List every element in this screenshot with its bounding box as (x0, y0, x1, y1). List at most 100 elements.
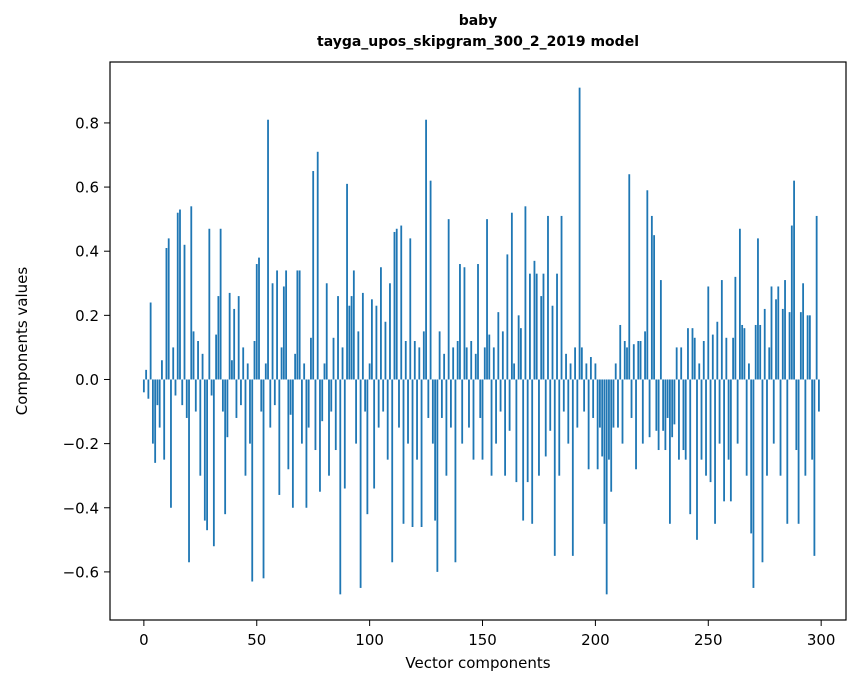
bar (662, 379, 665, 431)
y-tick-label: −0.6 (63, 563, 99, 581)
bar (617, 379, 619, 428)
bar (366, 379, 369, 515)
bar (352, 270, 355, 380)
bar (675, 347, 678, 380)
bar (644, 331, 646, 380)
bar (429, 180, 432, 380)
bar (639, 341, 642, 380)
bar (323, 363, 326, 380)
bar (533, 260, 536, 380)
bar (741, 324, 744, 380)
bar (547, 215, 549, 380)
bar (540, 296, 543, 380)
bar (436, 379, 439, 572)
bar (766, 379, 768, 476)
bar (190, 206, 193, 380)
bar (246, 363, 249, 380)
bar (321, 379, 324, 422)
bar (705, 379, 707, 476)
bar (657, 379, 660, 451)
bar (188, 379, 190, 563)
bar (454, 379, 457, 563)
bar (610, 379, 613, 492)
bar (260, 379, 263, 412)
bar (393, 231, 396, 380)
bar (221, 379, 224, 412)
bar (470, 341, 473, 380)
bar (348, 305, 351, 380)
bar (770, 286, 773, 380)
bar (434, 379, 437, 521)
bar (553, 379, 556, 556)
bar (413, 341, 416, 380)
bar (486, 219, 488, 380)
y-tick-label: 0.6 (75, 179, 99, 197)
bar (535, 273, 538, 380)
bar (698, 363, 701, 380)
bar (558, 379, 561, 476)
bar (289, 379, 292, 415)
bar (490, 379, 493, 476)
bar (339, 379, 342, 595)
bar (589, 357, 592, 380)
bar (298, 270, 301, 380)
bar (391, 379, 394, 563)
bar (316, 151, 319, 380)
bar (592, 379, 595, 418)
bar (389, 283, 391, 380)
y-tick-label: 0.4 (75, 243, 99, 261)
bar (526, 379, 529, 483)
bar (714, 379, 716, 524)
bar (556, 273, 558, 380)
bar (483, 347, 486, 380)
bar (156, 379, 159, 406)
bar (750, 379, 753, 534)
x-tick-label: 250 (694, 631, 723, 649)
bar (646, 190, 649, 380)
bar (691, 328, 694, 380)
bar (301, 379, 303, 444)
bar (707, 286, 710, 380)
bar (402, 379, 405, 524)
bar (271, 283, 274, 380)
bar (463, 267, 466, 380)
bar (488, 334, 491, 380)
bar (183, 244, 186, 380)
bar (386, 379, 389, 460)
bar (370, 299, 373, 380)
bar (752, 379, 755, 588)
bar (328, 379, 330, 476)
bar (273, 379, 276, 406)
bar (210, 379, 213, 396)
bar (580, 347, 583, 380)
bar (748, 363, 750, 380)
bar (422, 331, 425, 380)
bar (531, 379, 534, 524)
bar (723, 379, 725, 502)
bar (709, 379, 712, 483)
bar (529, 273, 531, 380)
bar (294, 353, 297, 380)
bar (314, 379, 317, 451)
bar (380, 267, 382, 380)
bar (761, 379, 764, 563)
bar (734, 276, 737, 380)
bar (818, 379, 820, 412)
bar (249, 379, 251, 444)
bar (549, 379, 552, 431)
bar (264, 363, 267, 380)
bar (407, 379, 409, 444)
bar (208, 228, 211, 380)
x-tick-label: 50 (247, 631, 266, 649)
bar (519, 328, 522, 380)
bar (793, 180, 795, 380)
bar (425, 119, 427, 380)
bar (452, 347, 455, 380)
bar (806, 315, 809, 380)
bar (350, 296, 353, 380)
bar (700, 379, 703, 460)
bar (310, 337, 312, 380)
bar (258, 257, 260, 380)
bar (587, 379, 590, 470)
bar (341, 347, 344, 380)
